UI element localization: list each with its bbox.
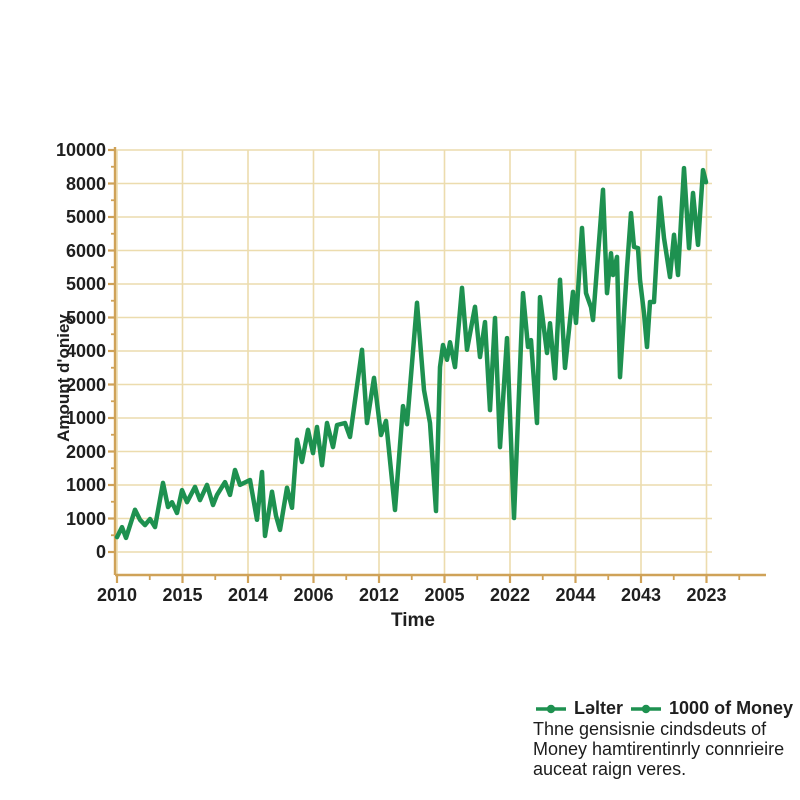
chart-legend: Ləlter 1000 of Money <box>535 698 793 719</box>
x-tick-label: 2015 <box>162 585 203 605</box>
y-tick-label: 2000 <box>65 374 106 395</box>
x-tick-label: 2012 <box>358 585 400 605</box>
x-tick-label: 2044 <box>555 585 596 605</box>
y-tick-label: 1000 <box>65 475 106 495</box>
x-axis-title: Time <box>390 610 435 631</box>
caption-line: Money hamtirentinrly connrieire <box>533 739 785 759</box>
y-tick-label: 6000 <box>65 240 106 261</box>
y-tick-label: 5000 <box>65 207 106 227</box>
data-line-series <box>114 165 709 541</box>
x-tick-label: 2010 <box>96 585 138 605</box>
y-tick-label: 4000 <box>65 341 106 361</box>
caption-line: auceat raign veres. <box>533 759 687 779</box>
y-tick-label: 2000 <box>65 441 106 462</box>
x-tick-label: 2043 <box>620 585 662 605</box>
x-tick-label: 2005 <box>424 585 465 605</box>
y-tick-label: 5000 <box>65 307 106 328</box>
y-tick-label: 1000 <box>65 408 106 428</box>
y-tick-label: 5000 <box>65 274 106 294</box>
y-tick-label: 8000 <box>65 173 106 194</box>
y-tick-label: 0 <box>95 542 106 562</box>
y-tick-label: 1000 <box>65 508 106 529</box>
legend-line-marker-icon <box>631 704 662 713</box>
x-tick-label: 2014 <box>227 585 269 605</box>
x-tick-label: 2022 <box>489 585 531 605</box>
legend-line-marker-icon <box>536 704 566 713</box>
caption-line: Thne gensisnie cindsdeuts of <box>533 719 767 739</box>
y-tick-label: 10000 <box>55 140 106 160</box>
x-tick-label: 2023 <box>686 585 727 605</box>
x-tick-label: 2006 <box>293 585 334 605</box>
legend-caption: Thne gensisnie cindsdeuts of Money hamti… <box>533 719 795 779</box>
y-axis-title: Amount d'oniey <box>54 314 73 442</box>
legend-label-1: Ləlter <box>574 698 624 718</box>
legend-label-2: 1000 of Money <box>669 698 794 718</box>
